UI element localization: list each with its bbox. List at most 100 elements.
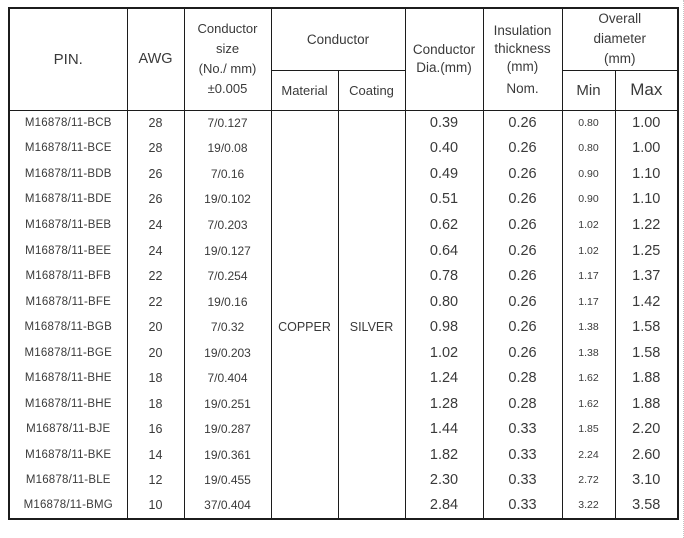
cell-overall-min: 0.90 <box>561 161 616 187</box>
cell-overall-min: 0.90 <box>561 186 616 213</box>
cell-insulation: 0.33 <box>482 442 563 468</box>
header-awg: AWG <box>126 8 185 111</box>
header-insulation-title: Insulation thickness (mm) <box>493 23 552 75</box>
cell-conductor-dia: 0.62 <box>404 212 484 238</box>
cell-material <box>270 365 339 392</box>
cell-pin: M16878/11-BLE <box>8 467 128 494</box>
cell-coating <box>337 391 406 417</box>
table-header: PIN. AWG Conductor size (No./ mm) ±0.005… <box>8 8 679 111</box>
table-row: M16878/11-BHE 18 7/0.404 1.24 0.28 1.62 … <box>8 365 679 392</box>
cell-overall-max: 3.10 <box>614 467 679 494</box>
cell-conductor-dia: 0.78 <box>404 263 484 289</box>
cell-pin: M16878/11-BJE <box>8 416 128 443</box>
cell-overall-max: 2.60 <box>614 442 679 468</box>
header-pin: PIN. <box>8 8 128 111</box>
wire-spec-table: PIN. AWG Conductor size (No./ mm) ±0.005… <box>8 7 680 520</box>
cell-coating <box>337 110 406 136</box>
cell-coating: SILVER <box>337 314 406 340</box>
cell-overall-min: 1.62 <box>561 391 616 417</box>
cell-overall-min: 1.38 <box>561 314 616 340</box>
cell-insulation: 0.26 <box>482 186 563 213</box>
cell-overall-max: 1.58 <box>614 339 679 366</box>
cell-pin: M16878/11-BFB <box>8 263 128 289</box>
table-row: M16878/11-BJE 16 19/0.287 1.44 0.33 1.85… <box>8 416 679 443</box>
cell-overall-max: 3.58 <box>614 493 679 519</box>
table-row: M16878/11-BCE 28 19/0.08 0.40 0.26 0.80 … <box>8 135 679 162</box>
cell-insulation: 0.26 <box>482 212 563 238</box>
cell-pin: M16878/11-BDB <box>8 161 128 187</box>
cell-pin: M16878/11-BGB <box>8 314 128 340</box>
cell-insulation: 0.26 <box>482 339 563 366</box>
cell-awg: 20 <box>126 339 185 366</box>
cell-conductor-dia: 0.40 <box>404 135 484 162</box>
cell-conductor-dia: 0.98 <box>404 314 484 340</box>
cell-conductor-dia: 1.02 <box>404 339 484 366</box>
header-conductor-dia: Conductor Dia.(mm) <box>404 8 484 111</box>
cell-awg: 28 <box>126 110 185 136</box>
header-material: Material <box>270 70 339 111</box>
cell-coating <box>337 339 406 366</box>
cell-pin: M16878/11-BEE <box>8 237 128 264</box>
cell-insulation: 0.26 <box>482 237 563 264</box>
cell-conductor-dia: 2.30 <box>404 467 484 494</box>
cell-awg: 20 <box>126 314 185 340</box>
cell-overall-max: 1.25 <box>614 237 679 264</box>
cell-coating <box>337 212 406 238</box>
cell-overall-min: 1.38 <box>561 339 616 366</box>
cell-awg: 28 <box>126 135 185 162</box>
cell-conductor-dia: 1.82 <box>404 442 484 468</box>
cell-conductor-dia: 1.28 <box>404 391 484 417</box>
cell-awg: 14 <box>126 442 185 468</box>
cell-conductor-dia: 0.80 <box>404 288 484 315</box>
cell-awg: 26 <box>126 186 185 213</box>
cell-conductor-size: 7/0.127 <box>183 110 272 136</box>
cell-conductor-size: 19/0.361 <box>183 442 272 468</box>
cell-insulation: 0.33 <box>482 493 563 519</box>
cell-coating <box>337 365 406 392</box>
cell-coating <box>337 186 406 213</box>
table-row: M16878/11-BDE 26 19/0.102 0.51 0.26 0.90… <box>8 186 679 213</box>
table-row: M16878/11-BDB 26 7/0.16 0.49 0.26 0.90 1… <box>8 161 679 187</box>
cell-overall-max: 1.88 <box>614 391 679 417</box>
cell-pin: M16878/11-BCB <box>8 110 128 136</box>
cell-overall-max: 1.10 <box>614 161 679 187</box>
cell-material <box>270 237 339 264</box>
cell-overall-max: 2.20 <box>614 416 679 443</box>
cell-insulation: 0.33 <box>482 467 563 494</box>
table-row: M16878/11-BFE 22 19/0.16 0.80 0.26 1.17 … <box>8 288 679 315</box>
cell-overall-min: 1.17 <box>561 288 616 315</box>
table-row: M16878/11-BHE 18 19/0.251 1.28 0.28 1.62… <box>8 391 679 417</box>
cell-coating <box>337 161 406 187</box>
cell-awg: 22 <box>126 288 185 315</box>
cell-insulation: 0.26 <box>482 161 563 187</box>
cell-overall-max: 1.37 <box>614 263 679 289</box>
cell-coating <box>337 263 406 289</box>
header-insulation: Insulation thickness (mm) Nom. <box>482 8 563 111</box>
cell-material <box>270 288 339 315</box>
cell-coating <box>337 416 406 443</box>
cell-overall-max: 1.00 <box>614 110 679 136</box>
cell-overall-min: 0.80 <box>561 135 616 162</box>
header-min: Min <box>561 70 616 111</box>
cell-conductor-size: 19/0.127 <box>183 237 272 264</box>
cell-conductor-size: 37/0.404 <box>183 493 272 519</box>
cell-overall-max: 1.22 <box>614 212 679 238</box>
cell-material <box>270 467 339 494</box>
header-conductor-group: Conductor <box>270 8 406 71</box>
cell-conductor-size: 19/0.08 <box>183 135 272 162</box>
cell-overall-min: 2.72 <box>561 467 616 494</box>
cell-material <box>270 263 339 289</box>
cell-overall-max: 1.58 <box>614 314 679 340</box>
cell-overall-min: 1.02 <box>561 237 616 264</box>
cell-overall-min: 1.85 <box>561 416 616 443</box>
cell-awg: 18 <box>126 391 185 417</box>
cell-insulation: 0.28 <box>482 391 563 417</box>
cell-conductor-size: 19/0.102 <box>183 186 272 213</box>
cell-conductor-dia: 0.51 <box>404 186 484 213</box>
header-overall-diameter: Overall diameter (mm) <box>561 8 679 71</box>
table-row: M16878/11-BLE 12 19/0.455 2.30 0.33 2.72… <box>8 467 679 494</box>
cell-material <box>270 442 339 468</box>
header-max: Max <box>614 70 679 111</box>
cell-overall-min: 0.80 <box>561 110 616 136</box>
